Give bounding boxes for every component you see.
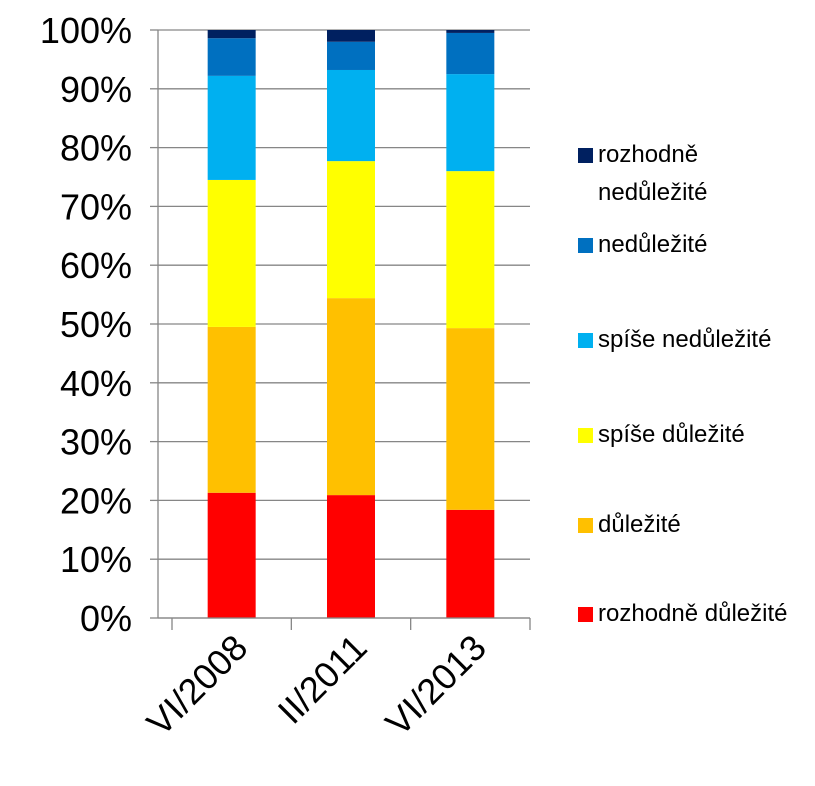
legend-swatch (578, 518, 593, 533)
legend-item: spíše důležité (578, 416, 810, 454)
bar-segment (446, 32, 495, 75)
y-tick-label: 0% (80, 598, 132, 639)
bar-segment (207, 179, 256, 327)
bar-segment (327, 41, 375, 70)
bar-segment (207, 326, 256, 493)
legend-swatch (578, 607, 593, 622)
y-tick-label: 40% (60, 363, 132, 404)
bar-segment (327, 161, 375, 299)
legend-label: nedůležité (598, 231, 708, 258)
legend-item: nedůležité (578, 226, 810, 264)
legend-item: rozhodně nedůležité (578, 136, 810, 212)
bar-segment (446, 328, 495, 510)
y-tick-label: 70% (60, 186, 132, 227)
legend-item: důležité (578, 506, 810, 544)
bar-segment (207, 30, 256, 39)
bar-segment (327, 495, 375, 618)
legend-label: spíše důležité (598, 421, 745, 448)
bar-segment (327, 298, 375, 496)
bar-segment (327, 69, 375, 162)
bar-segment (327, 30, 375, 42)
y-tick-label: 20% (60, 480, 132, 521)
x-tick-label: II/2011 (270, 627, 375, 732)
bar-segment (207, 75, 256, 180)
y-tick-label: 60% (60, 245, 132, 286)
y-tick-label: 10% (60, 539, 132, 580)
bar-segment (446, 171, 495, 329)
legend-swatch (578, 238, 593, 253)
y-tick-label: 80% (60, 128, 132, 169)
y-tick-label: 90% (60, 69, 132, 110)
bar-segment (207, 38, 256, 76)
legend-item: spíše nedůležité (578, 321, 810, 359)
legend-swatch (578, 148, 593, 163)
legend-item: rozhodně důležité (578, 595, 810, 633)
x-tick-label: VI/2008 (139, 627, 256, 744)
legend-label: důležité (598, 511, 681, 538)
y-tick-label: 100% (40, 10, 132, 51)
legend-label: spíše nedůležité (598, 326, 772, 353)
legend-label: rozhodně nedůležité (598, 141, 708, 206)
legend-label: rozhodně důležité (598, 600, 788, 627)
legend-swatch (578, 333, 593, 348)
y-tick-label: 50% (60, 304, 132, 345)
bar-segment (207, 492, 256, 618)
y-tick-label: 30% (60, 422, 132, 463)
legend-swatch (578, 428, 593, 443)
bar-segment (446, 30, 495, 33)
x-tick-label: VI/2013 (377, 627, 494, 744)
bar-segment (446, 509, 495, 618)
bar-segment (446, 74, 495, 172)
